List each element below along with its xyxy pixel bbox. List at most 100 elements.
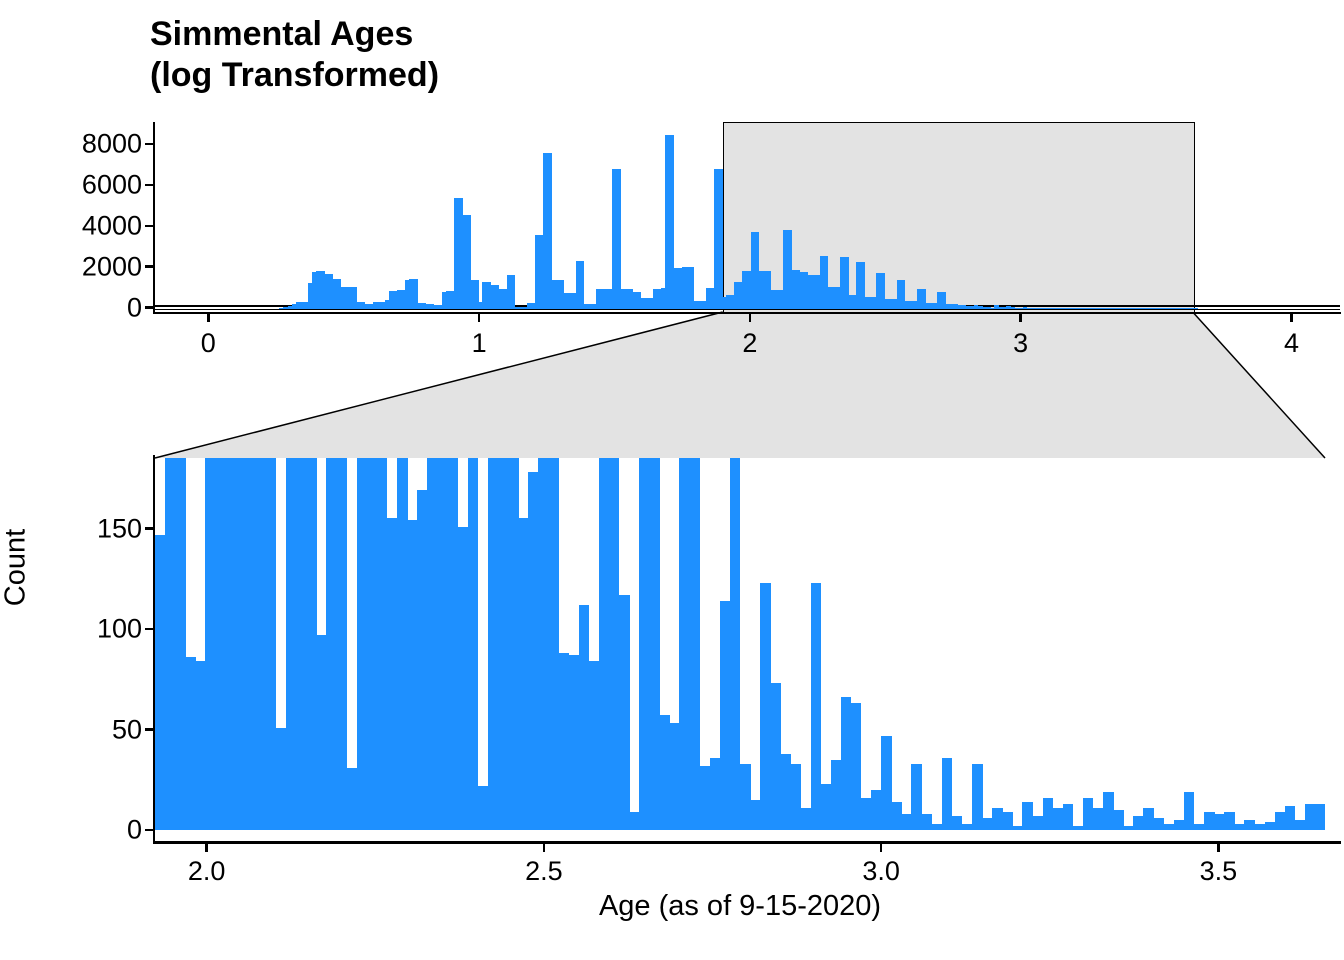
histogram-bar [1132,308,1137,309]
histogram-bar [449,291,455,309]
histogram-bar [852,294,857,309]
histogram-bar [299,301,305,309]
zoom-connector-right-line [1192,311,1326,459]
y-axis-title: Count [0,528,32,607]
histogram-bar [311,271,317,309]
histogram-bar [510,275,516,309]
histogram-bar [245,458,257,830]
histogram-bar [1153,817,1165,830]
histogram-bar [306,458,317,830]
histogram-bar [871,789,882,830]
histogram-bar [891,801,902,830]
histogram-bar [679,458,691,830]
y-tick-label: 0 [126,814,142,845]
histogram-bar [588,303,593,309]
overview-histogram-panel [155,122,1325,309]
histogram-bar [699,765,711,830]
histogram-bar [466,214,471,309]
histogram-bar [941,291,946,309]
y-tick-mark [144,306,153,309]
histogram-bar [681,267,687,309]
histogram-bar [1274,811,1286,830]
histogram-bar [811,275,816,309]
histogram-bar [632,292,638,309]
histogram-bar [490,284,496,309]
histogram-bar [1063,308,1068,309]
histogram-bar [1052,807,1064,830]
histogram-bar [685,267,691,309]
histogram-bar [850,703,862,830]
histogram-bar [665,134,670,309]
y-tick-mark [144,183,153,187]
histogram-bar [531,303,536,309]
histogram-bar [320,270,325,309]
histogram-bar [1067,308,1072,309]
histogram-bar [868,296,873,309]
histogram-bar [994,304,999,309]
x-tick-mark [1290,314,1293,322]
histogram-bar [205,458,216,830]
histogram-bar [1143,807,1154,830]
histogram-bar [413,279,418,309]
histogram-bar [380,301,386,309]
y-tick-label: 100 [96,613,142,644]
histogram-bar [929,302,934,309]
histogram-bar [669,723,680,830]
histogram-bar [766,271,772,309]
x-tick-mark [205,844,208,852]
histogram-bar [1093,807,1104,830]
zoom-histogram-panel [155,458,1325,830]
histogram-bar [719,600,731,830]
histogram-bar [1103,791,1114,830]
histogram-bar [861,797,872,830]
histogram-bar [447,458,459,830]
histogram-bar [965,305,971,309]
histogram-bar [527,303,532,309]
histogram-bar [709,757,721,830]
histogram-bar [1116,308,1121,309]
histogram-bar [961,304,967,309]
histogram-bar [433,305,439,309]
x-tick-label: 4 [1283,328,1300,358]
histogram-bar [1254,823,1265,830]
histogram-bar [1314,803,1325,830]
histogram-bar [931,823,943,830]
histogram-bar [937,291,942,309]
histogram-bar [820,783,832,830]
histogram-bar [474,279,479,309]
histogram-bar [1010,306,1016,309]
histogram-bar [600,289,605,309]
histogram-bar [417,303,422,309]
histogram-bar [689,267,695,309]
histogram-bar [941,757,953,830]
histogram-bar [1189,308,1194,309]
histogram-bar [608,289,613,309]
histogram-bar [953,303,959,309]
histogram-bar [429,304,435,309]
histogram-bar [551,280,557,309]
histogram-bar [1193,823,1205,830]
histogram-bar [815,275,821,309]
histogram-bar [659,715,670,830]
histogram-bar [458,198,463,309]
histogram-bar [774,290,780,309]
histogram-bar [1160,308,1166,309]
histogram-bar [287,305,292,309]
zoom-connector-fill [155,312,1325,458]
histogram-bar [286,458,297,830]
histogram-bar [740,763,751,830]
histogram-bar [592,303,597,309]
histogram-bar [1087,308,1093,309]
histogram-bar [1072,825,1084,830]
histogram-bar [972,763,983,830]
histogram-bar [1095,308,1101,309]
histogram-bar [961,823,973,830]
histogram-bar [1018,307,1024,309]
histogram-bar [1168,308,1174,309]
histogram-bar [746,270,751,309]
histogram-bar [482,282,487,309]
histogram-bar [616,168,622,309]
x-tick-mark [748,314,752,322]
histogram-bar [344,286,349,309]
histogram-bar [1091,308,1097,309]
